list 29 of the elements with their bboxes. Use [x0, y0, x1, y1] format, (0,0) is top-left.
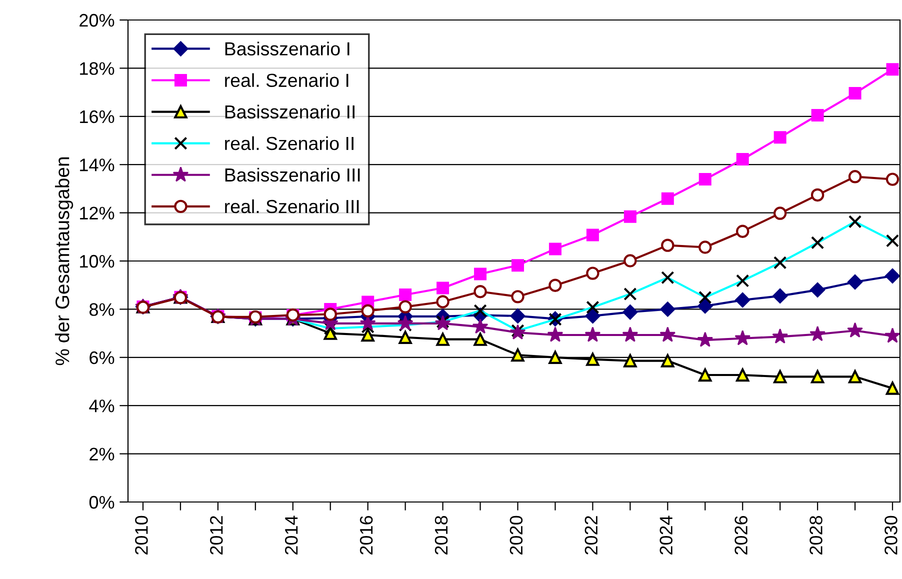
- x-tick-label: 2010: [135, 516, 148, 554]
- x-tick-label: 2016: [360, 516, 373, 554]
- y-tick-label: 16%: [80, 110, 114, 124]
- y-tick-label: 10%: [80, 254, 114, 268]
- x-tick-label: 2022: [584, 516, 598, 554]
- legend-label: real. Szenario III: [225, 199, 359, 214]
- legend-label: Basisszenario II: [225, 104, 354, 119]
- x-tick-label: 2030: [884, 516, 898, 554]
- y-tick-label: 8%: [89, 303, 114, 316]
- legend-label: Basisszenario III: [225, 168, 360, 182]
- y-tick-label: 0%: [89, 496, 114, 509]
- y-tick-label: 4%: [89, 400, 114, 412]
- x-tick-label: 2012: [210, 516, 223, 554]
- y-tick-label: 14%: [80, 158, 114, 172]
- y-tick-label: 6%: [90, 351, 114, 364]
- x-tick-label: 2028: [810, 516, 822, 554]
- x-tick-label: 2018: [434, 516, 448, 554]
- y-tick-label: 20%: [80, 14, 114, 27]
- y-tick-label: 18%: [80, 62, 114, 75]
- y-axis-title: % der Gesamtausgaben: [54, 157, 74, 366]
- x-tick-label: 2014: [284, 516, 298, 554]
- x-tick-label: 2024: [660, 516, 672, 554]
- y-tick-label: 2%: [90, 448, 114, 460]
- legend-label: real. Szenario II: [225, 136, 354, 150]
- legend-label: Basisszenario I: [225, 42, 350, 56]
- x-tick-label: 2020: [510, 516, 523, 554]
- x-tick-label: 2026: [734, 516, 748, 554]
- y-tick-label: 12%: [80, 206, 114, 220]
- legend-label: real. Szenario I: [225, 73, 348, 88]
